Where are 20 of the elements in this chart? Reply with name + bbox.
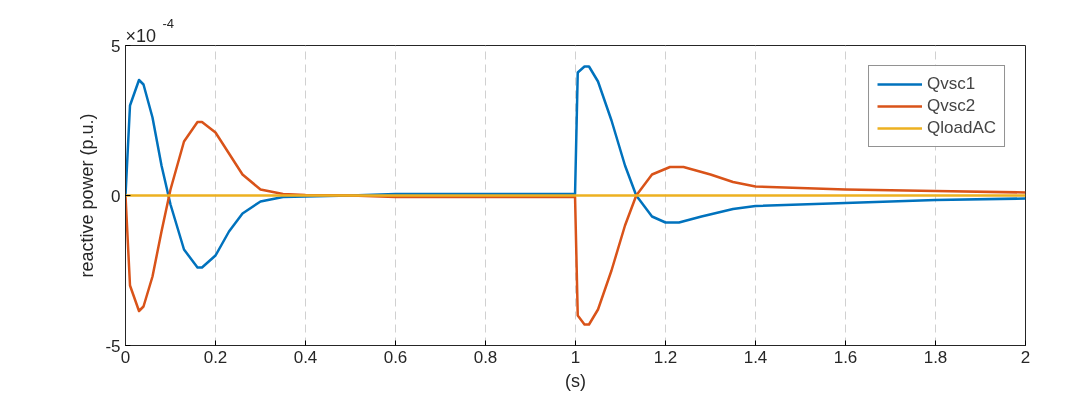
x-tick-label: 1.6 (833, 347, 858, 367)
legend-label: QloadAC (927, 118, 996, 138)
y-tick-label: 5 (111, 36, 121, 56)
x-tick-label: 0.2 (203, 347, 228, 367)
x-tick-label: 0.4 (293, 347, 318, 367)
legend-label: Qvsc2 (927, 96, 976, 116)
x-tick-label: 0.8 (473, 347, 498, 367)
x-axis-title: (s) (565, 370, 587, 391)
x-tick-label: 1 (570, 347, 581, 367)
x-tick-label: 1.8 (923, 347, 948, 367)
line-series (125, 120, 1026, 326)
x-tick-label: 0.6 (383, 347, 408, 367)
x-tick-label: 1.2 (653, 347, 678, 367)
x-tick-label: 1.4 (743, 347, 768, 367)
annotation: ×10-4 (125, 15, 175, 46)
y-tick-label: 0 (111, 186, 121, 206)
y-tick-label: -5 (105, 336, 121, 356)
x-tick-label: 2 (1020, 347, 1031, 367)
y-axis-title: reactive power (p.u.) (77, 113, 98, 278)
legend-label: Qvsc1 (927, 74, 976, 94)
